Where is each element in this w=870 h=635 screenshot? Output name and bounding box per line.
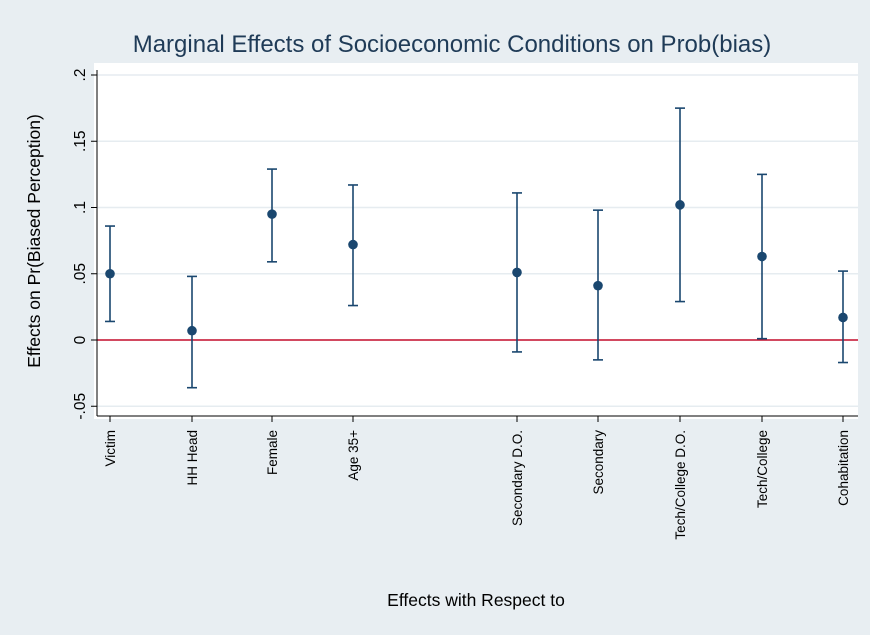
x-tick-label: Cohabitation [836,430,851,506]
chart-title: Marginal Effects of Socioeconomic Condit… [133,31,772,58]
x-tick-label: Female [265,430,280,475]
x-tick-label: Secondary D.O. [510,430,525,526]
point-estimate [187,325,197,336]
axes [91,70,858,422]
point-estimate [348,239,358,250]
point-estimate [675,200,685,210]
y-tick-label: .2 [72,69,89,82]
x-tick-label: HH Head [185,430,200,486]
point-estimate [512,267,522,278]
x-axis-label: Effects with Respect to [387,590,565,610]
y-tick-labels: -.05 0 .05 .1 .15 .2 [72,69,89,420]
point-estimate [838,312,848,323]
point-estimate [593,280,603,291]
point-estimate [267,209,277,219]
plot-area [94,63,858,419]
x-tick-labels: Victim HH Head Female Age 35+ Secondary D.O.… [103,430,851,540]
y-tick-label: .05 [72,263,89,285]
point-estimate [105,268,115,279]
point-estimate [757,251,767,262]
x-tick-label: Secondary [591,430,606,495]
y-tick-label: 0 [72,335,89,344]
y-tick-label: .1 [72,201,89,214]
x-tick-label: Victim [103,430,118,467]
x-tick-label: Tech/College D.O. [673,430,688,540]
x-tick-label: Tech/College [755,430,770,508]
y-axis-label: Effects on Pr(Biased Perception) [24,114,44,368]
y-tick-label: -.05 [72,393,89,420]
y-tick-label: .15 [72,130,89,152]
x-tick-label: Age 35+ [346,430,361,481]
data-points [105,107,848,389]
